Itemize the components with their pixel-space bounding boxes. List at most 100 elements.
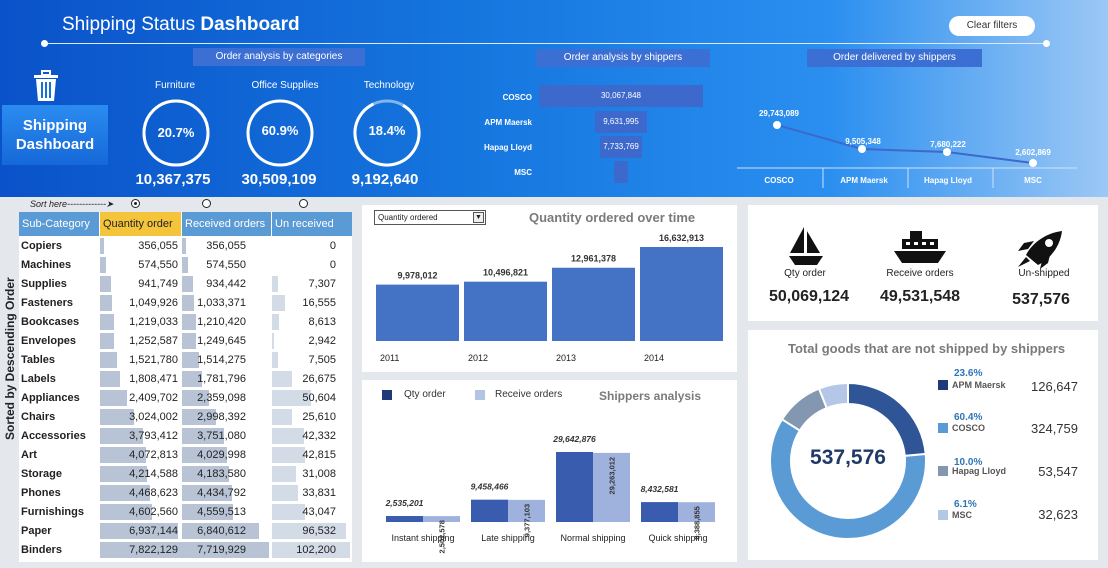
unreceived-value: 31,008: [302, 468, 336, 480]
subcategory-name: Bookcases: [21, 316, 80, 328]
kpi-label-unshipped: Un-shipped: [1018, 268, 1070, 279]
quantity-bar: [100, 390, 127, 406]
shippers-axis-label: Quick shipping: [648, 533, 707, 543]
table-row[interactable]: Labels 1,808,471 1,781,796 26,675: [19, 370, 352, 389]
category-total-technology: 9,192,640: [351, 171, 419, 188]
table-row[interactable]: Paper 6,937,144 6,840,612 96,532: [19, 522, 352, 541]
received-bar: [182, 542, 269, 558]
table-row[interactable]: Storage 4,214,588 4,183,580 31,008: [19, 465, 352, 484]
table-row[interactable]: Accessories 3,793,412 3,751,080 42,332: [19, 427, 352, 446]
section-label-shippers: Order analysis by shippers: [536, 49, 710, 67]
table-row[interactable]: Furnishings 4,602,560 4,559,513 43,047: [19, 503, 352, 522]
funnel-bar-cosco[interactable]: 30,067,848: [539, 85, 703, 107]
kpi-value-qty-order: 50,069,124: [768, 288, 850, 305]
shippers-bar-label: 9,458,466: [471, 482, 509, 492]
shippers-bar-label: 2,502,578: [438, 520, 447, 553]
unreceived-bar: [272, 314, 279, 330]
time-axis-label: 2011: [380, 353, 399, 363]
quantity-value: 7,822,129: [129, 544, 178, 556]
quantity-value: 1,219,033: [129, 316, 178, 328]
quantity-bar: [100, 466, 147, 482]
delivered-cat-cosco: COSCO: [764, 176, 794, 185]
donut-slice-msc[interactable]: [817, 381, 849, 410]
shippers-bar[interactable]: [508, 499, 545, 522]
delivered-point-msc[interactable]: [1029, 159, 1037, 167]
kpi-panel: Qty order Receive orders Un-shipped 50,0…: [748, 205, 1098, 321]
quantity-value: 4,602,560: [129, 506, 178, 518]
shippers-bar[interactable]: [678, 502, 715, 522]
table-row[interactable]: Appliances 2,409,702 2,359,098 50,604: [19, 389, 352, 408]
table-row[interactable]: Art 4,072,813 4,029,998 42,815: [19, 446, 352, 465]
category-pct-furniture: 20.7%: [157, 125, 195, 140]
delivered-point-cosco[interactable]: [773, 121, 781, 129]
sort-radio-unreceived[interactable]: [299, 199, 308, 208]
received-value: 1,781,796: [197, 373, 246, 385]
quantity-bar: [100, 409, 134, 425]
quantity-bar: [100, 523, 178, 539]
time-bar-2013[interactable]: [552, 267, 635, 341]
table-row[interactable]: Supplies 941,749 934,442 7,307: [19, 275, 352, 294]
section-label-categories: Order analysis by categories: [193, 48, 365, 66]
legend-name-apm-maersk: APM Maersk: [952, 380, 1006, 390]
measure-dropdown[interactable]: Quantity ordered ▼: [374, 210, 486, 225]
shippers-bar[interactable]: [423, 516, 460, 522]
subcategory-name: Copiers: [21, 240, 62, 252]
funnel-bar-apm-maersk[interactable]: 9,631,995: [595, 111, 647, 133]
col-header-received-orders[interactable]: Received orders: [182, 212, 271, 236]
clear-filters-button[interactable]: Clear filters: [949, 16, 1035, 36]
shippers-bar[interactable]: [593, 452, 630, 522]
funnel-bar-msc[interactable]: [614, 161, 628, 183]
time-bar-2012[interactable]: [464, 281, 547, 341]
unreceived-bar: [272, 276, 278, 292]
delivered-point-hapag-lloyd[interactable]: [943, 148, 951, 156]
shippers-bar[interactable]: [556, 452, 593, 522]
measure-dropdown-value: Quantity ordered: [378, 213, 438, 222]
shippers-bar-label: 8,388,855: [693, 506, 702, 539]
delivered-cat-hapag-lloyd: Hapag Lloyd: [923, 176, 972, 185]
shippers-bar[interactable]: [386, 516, 423, 522]
subcategory-table: Sub-Category Quantity order Received ord…: [19, 212, 352, 562]
trash-icon[interactable]: [32, 70, 60, 102]
donut-slice-cosco[interactable]: [769, 417, 927, 540]
unreceived-value: 26,675: [302, 373, 336, 385]
donut-slice-hapag-lloyd[interactable]: [780, 387, 829, 432]
received-bar: [182, 371, 202, 387]
quantity-value: 2,409,702: [129, 392, 178, 404]
table-row[interactable]: Fasteners 1,049,926 1,033,371 16,555: [19, 294, 352, 313]
table-row[interactable]: Chairs 3,024,002 2,998,392 25,610: [19, 408, 352, 427]
subcategory-name: Paper: [21, 525, 52, 537]
quantity-bar: [100, 504, 152, 520]
category-pct-technology: 18.4%: [368, 123, 406, 138]
legend-swatch-hapag-lloyd: [938, 466, 948, 476]
legend-label-qty-order: Qty order: [404, 389, 446, 400]
chevron-down-icon[interactable]: ▼: [473, 212, 484, 223]
shippers-bar[interactable]: [641, 502, 678, 522]
time-bar-2011[interactable]: [376, 284, 459, 341]
time-bar-2014[interactable]: [640, 247, 723, 341]
sort-radio-quantity[interactable]: [131, 199, 140, 208]
unreceived-value: 33,831: [302, 487, 336, 499]
table-row[interactable]: Phones 4,468,623 4,434,792 33,831: [19, 484, 352, 503]
received-value: 4,029,998: [197, 449, 246, 461]
table-row[interactable]: Envelopes 1,252,587 1,249,645 2,942: [19, 332, 352, 351]
col-header-quantity-order[interactable]: Quantity order: [100, 212, 181, 236]
quantity-value: 3,793,412: [129, 430, 178, 442]
delivered-cat-msc: MSC: [1024, 176, 1042, 185]
table-row[interactable]: Bookcases 1,219,033 1,210,420 8,613: [19, 313, 352, 332]
table-row[interactable]: Tables 1,521,780 1,514,275 7,505: [19, 351, 352, 370]
subcategory-name: Furnishings: [21, 506, 84, 518]
donut-slice-apm-maersk[interactable]: [847, 381, 927, 457]
unreceived-bar: [272, 333, 274, 349]
col-header-subcategory[interactable]: Sub-Category: [19, 212, 99, 236]
received-value: 1,514,275: [197, 354, 246, 366]
unreceived-value: 42,815: [302, 449, 336, 461]
sort-radio-received[interactable]: [202, 199, 211, 208]
subcategory-name: Tables: [21, 354, 56, 366]
table-row[interactable]: Binders 7,822,129 7,719,929 102,200: [19, 541, 352, 560]
col-header-un-received[interactable]: Un received: [272, 212, 352, 236]
table-row[interactable]: Copiers 356,055 356,055 0: [19, 237, 352, 256]
table-row[interactable]: Machines 574,550 574,550 0: [19, 256, 352, 275]
funnel-bar-hapag-lloyd[interactable]: 7,733,769: [600, 136, 642, 158]
delivered-point-apm-maersk[interactable]: [858, 145, 866, 153]
shippers-bar[interactable]: [471, 499, 508, 522]
